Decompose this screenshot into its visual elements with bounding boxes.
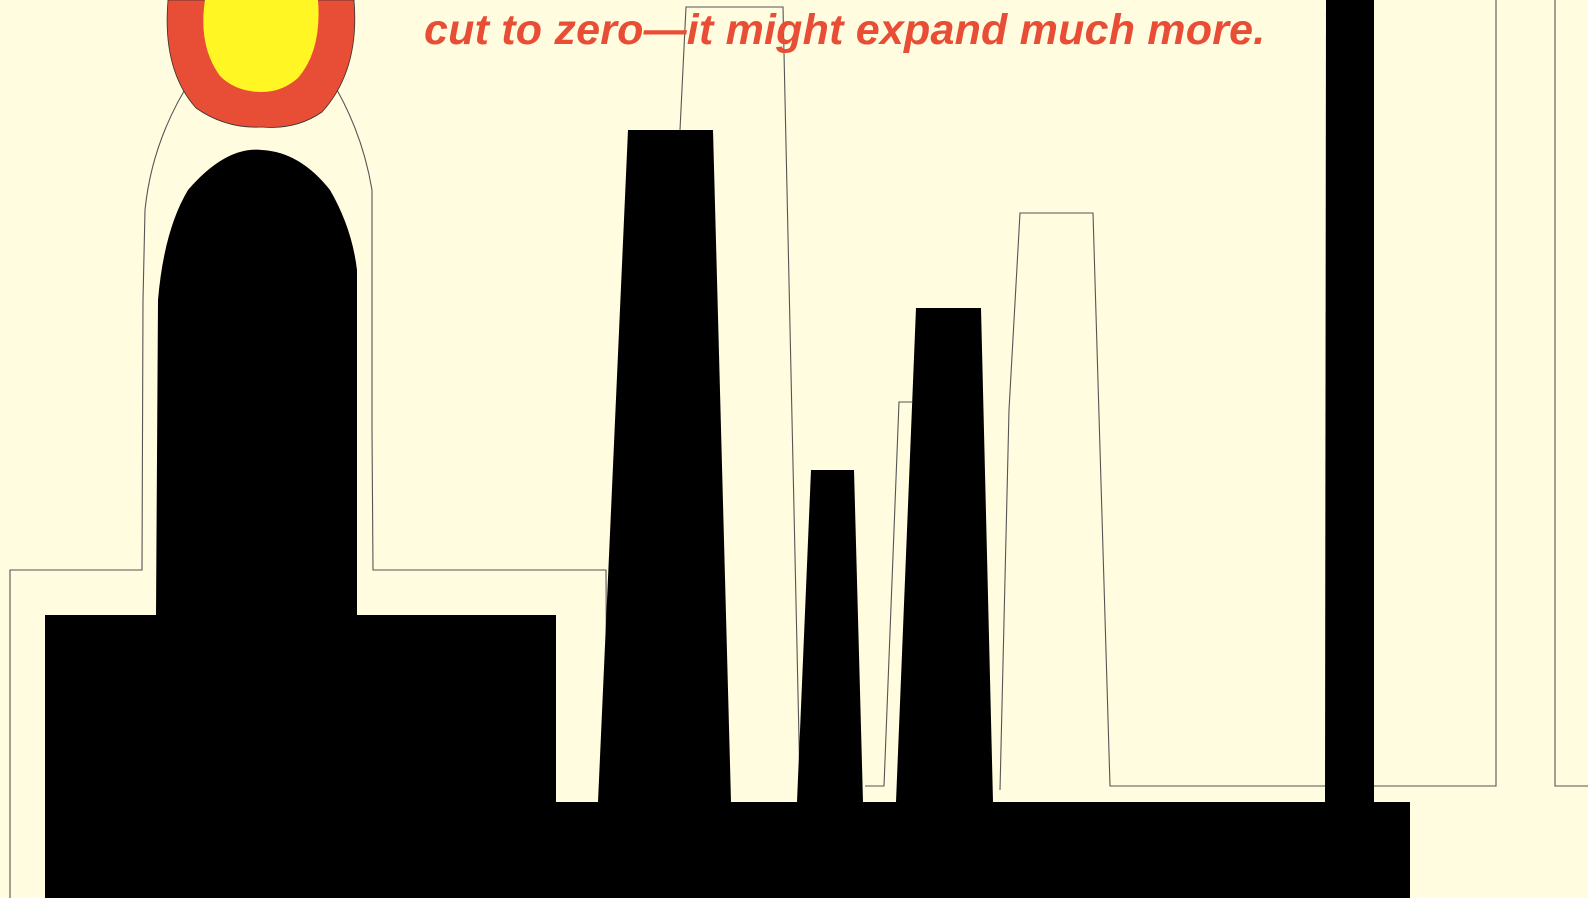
silhouette-candle-base	[45, 149, 556, 898]
outline-tower-small	[865, 401, 912, 787]
candle-flame-icon	[166, 0, 356, 128]
headline-text: cut to zero—it might expand much more.	[424, 6, 1266, 54]
flame-inner	[203, 0, 319, 92]
silhouette-skyline	[45, 0, 1410, 898]
outline-tower-medium	[999, 0, 1497, 791]
outline-right-edge	[1554, 0, 1588, 787]
silhouette-tower-tall	[598, 130, 731, 802]
outline-tower-tall	[679, 6, 801, 786]
silhouette-chimney	[1325, 0, 1374, 802]
silhouette-tower-small	[797, 470, 863, 802]
silhouette-ground	[556, 802, 1410, 898]
silhouette-tower-medium	[896, 308, 993, 802]
